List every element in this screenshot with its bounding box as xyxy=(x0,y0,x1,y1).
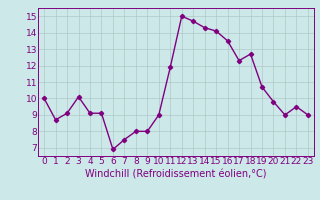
X-axis label: Windchill (Refroidissement éolien,°C): Windchill (Refroidissement éolien,°C) xyxy=(85,169,267,179)
